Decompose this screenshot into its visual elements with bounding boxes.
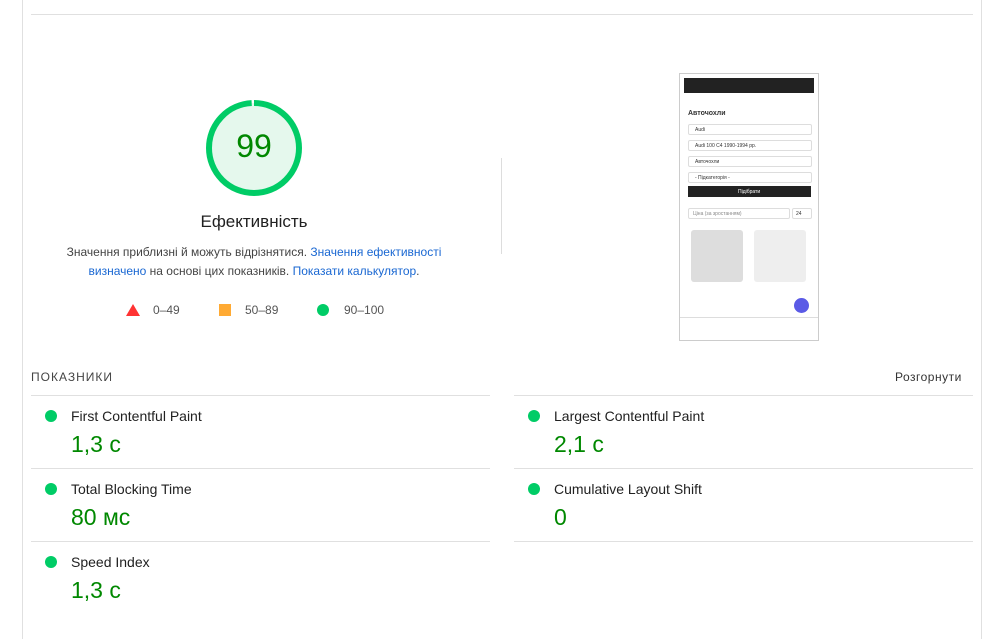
page-screenshot: Авточохли Audi Audi 100 C4 1990-1994 рр.…: [679, 73, 819, 341]
select: Ціна (за зростанням): [688, 208, 790, 219]
select: Авточохли: [688, 156, 812, 167]
status-dot: [528, 410, 540, 422]
text: .: [416, 264, 420, 278]
text: Значення приблизні й можуть відрізнятися…: [66, 245, 308, 259]
metric-name: First Contentful Paint: [71, 408, 202, 424]
score-label: Ефективність: [200, 212, 308, 231]
select-text: Audi: [695, 127, 706, 133]
metric-name: Total Blocking Time: [71, 481, 192, 497]
score: 99: [236, 128, 272, 164]
divider: [31, 395, 490, 396]
status-dot: [45, 410, 57, 422]
divider: [31, 541, 490, 542]
product-image: [691, 230, 743, 282]
metric-value: 1,3 с: [71, 577, 121, 603]
legend-pass-icon: [317, 304, 329, 316]
report-frame: [22, 0, 982, 639]
status-dot: [528, 483, 540, 495]
select-text: Audi 100 C4 1990-1994 рр.: [695, 143, 757, 149]
gauge-arc: [206, 100, 302, 196]
legend-label: 0–49: [153, 303, 180, 317]
select-text: Авточохли: [695, 159, 720, 165]
metric-value: 1,3 с: [71, 431, 121, 457]
expand-toggle[interactable]: Розгорнути: [895, 370, 962, 384]
select-text: 24: [796, 211, 802, 217]
select: Audi 100 C4 1990-1994 рр.: [688, 140, 812, 151]
select: 24: [792, 208, 812, 219]
select: Audi: [688, 124, 812, 135]
score-gauge: [206, 100, 302, 196]
legend-fail-icon: [126, 304, 140, 316]
heading: Авточохли: [688, 110, 726, 117]
button-text: Підібрати: [738, 189, 761, 195]
divider: [514, 468, 973, 469]
gauge-bg: [209, 103, 299, 193]
chat-button: [794, 298, 809, 313]
divider: [31, 468, 490, 469]
metric-value: 80 мс: [71, 504, 131, 530]
legend-label: 90–100: [344, 303, 385, 317]
section-title: ПОКАЗНИКИ: [31, 370, 113, 384]
select-text: - Підкатегорія -: [695, 175, 730, 181]
divider: [501, 158, 502, 254]
status-dot: [45, 483, 57, 495]
link[interactable]: Значення ефективності визначено: [88, 245, 442, 278]
metric-name: Speed Index: [71, 554, 150, 570]
legend-label: 50–89: [245, 303, 279, 317]
metric-value: 2,1 с: [554, 431, 604, 457]
nav-divider: [680, 317, 818, 318]
text: на основі цих показників.: [149, 264, 290, 278]
link[interactable]: Показати калькулятор: [292, 264, 417, 278]
divider: [514, 541, 973, 542]
status-dot: [45, 556, 57, 568]
divider: [31, 14, 973, 15]
legend-average-icon: [219, 304, 231, 316]
select: - Підкатегорія -: [688, 172, 812, 183]
metric-name: Largest Contentful Paint: [554, 408, 705, 424]
page: 99 Ефективність Значення приблизні й мож…: [22, 0, 982, 639]
product-image: [754, 230, 806, 282]
site-header: [684, 78, 814, 93]
metric-name: Cumulative Layout Shift: [554, 481, 702, 497]
divider: [514, 395, 973, 396]
metric-value: 0: [554, 504, 567, 530]
description: Значення приблизні й можуть відрізнятися…: [52, 243, 456, 281]
button: Підібрати: [688, 186, 811, 197]
select-text: Ціна (за зростанням): [693, 211, 742, 217]
